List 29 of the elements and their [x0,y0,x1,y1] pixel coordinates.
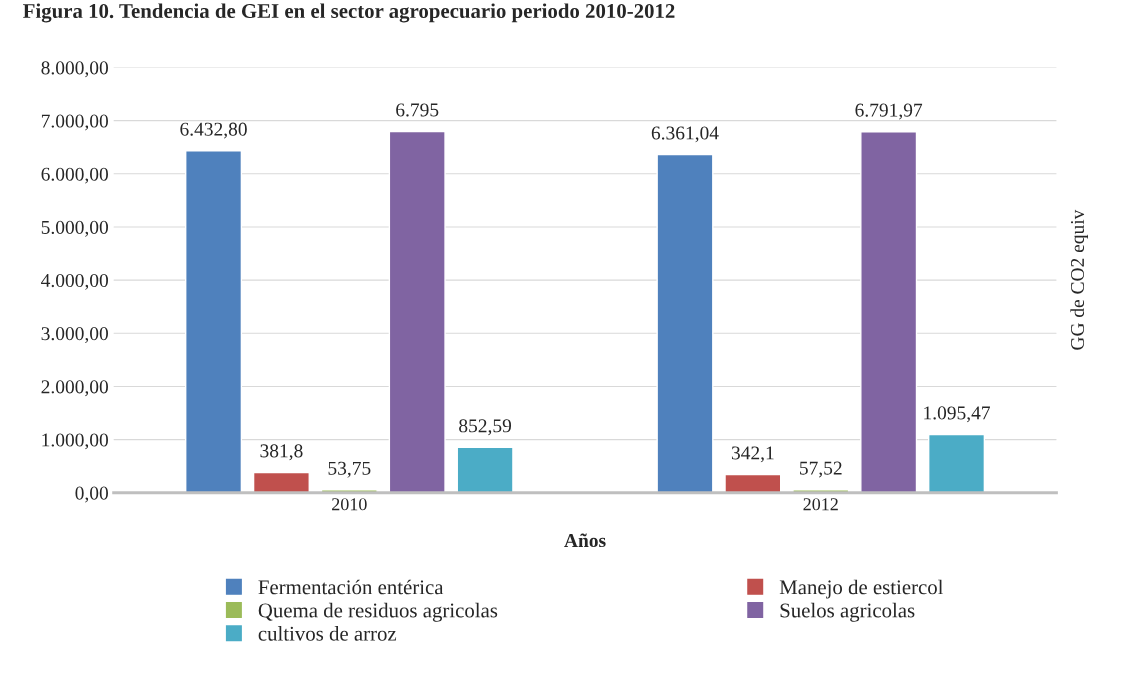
data-label: 342,1 [731,446,774,463]
y-tick-label: 0,00 [75,486,108,503]
y-tick-label: 4.000,00 [41,273,108,290]
data-label: 6.791,97 [855,103,923,120]
data-label: 381,8 [260,444,303,461]
data-label: 53,75 [328,461,371,478]
data-label: 852,59 [459,419,512,436]
data-label: 6.432,80 [180,122,247,139]
legend-label: Fermentación entérica [258,579,444,595]
legend-label: Suelos agricolas [780,602,915,622]
y-tick-label: 1.000,00 [42,433,108,450]
legend-label: Manejo de estiercol [779,579,944,599]
y-tick-label: 6.000,00 [41,167,108,184]
data-label: 57,52 [800,461,842,478]
y-tick-label: 3.000,00 [41,327,108,344]
y-tick-label: 7.000,00 [41,114,108,131]
legend-label: Quema de residuos agricolas [258,602,498,622]
y-tick-label: 5.000,00 [41,220,108,237]
y-axis-title: GG de CO2 equiv [1070,209,1088,350]
legend-label: cultivos de arroz [258,626,397,641]
x-tick-label: 2010 [332,498,367,511]
y-tick-label: 8.000,00 [41,61,108,78]
x-tick-label: 2012 [803,498,838,511]
y-tick-label: 2.000,00 [41,380,108,397]
data-label: 6.795 [396,103,439,117]
data-label: 6.361,04 [651,126,719,143]
chart-title: Figura 10. Tendencia de GEI en el sector agropecuario periodo 2010-2012 [23,3,675,23]
data-label: 1.095,47 [924,406,990,423]
x-axis-title: Años [564,533,606,548]
